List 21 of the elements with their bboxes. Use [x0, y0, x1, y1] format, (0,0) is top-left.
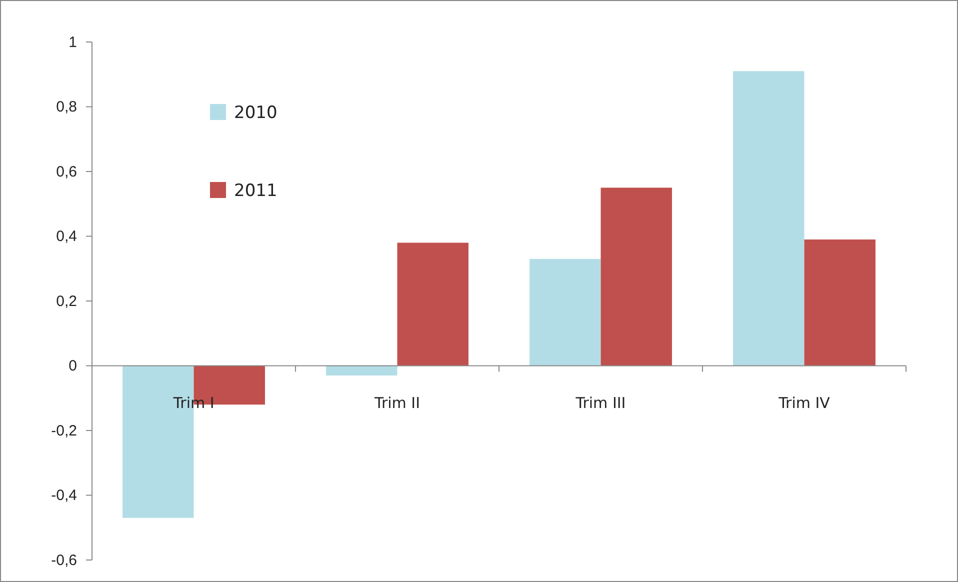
y-tick-label: 1: [68, 34, 77, 51]
x-tick-label: Trim III: [574, 394, 626, 412]
y-tick-label: 0,6: [56, 163, 77, 180]
y-tick-label: 0,2: [56, 292, 77, 310]
y-tick-label: 0: [68, 358, 77, 375]
legend-label: 2011: [234, 181, 278, 201]
y-tick-label: -0,6: [51, 552, 77, 569]
x-tick-label: Trim IV: [778, 394, 831, 412]
bar: [530, 258, 601, 366]
bar: [397, 242, 468, 366]
x-tick-label: Trim I: [172, 394, 214, 412]
legend-label: 2010: [234, 103, 278, 123]
bar: [733, 71, 804, 366]
y-tick-label: 0,8: [56, 98, 77, 116]
bar: [804, 239, 876, 366]
y-tick-label: 0,4: [56, 228, 77, 246]
y-tick-label: -0,2: [51, 422, 77, 440]
bar: [326, 366, 398, 376]
y-tick-label: -0,4: [51, 487, 77, 504]
x-tick-label: Trim II: [373, 394, 420, 412]
bar: [600, 188, 672, 366]
